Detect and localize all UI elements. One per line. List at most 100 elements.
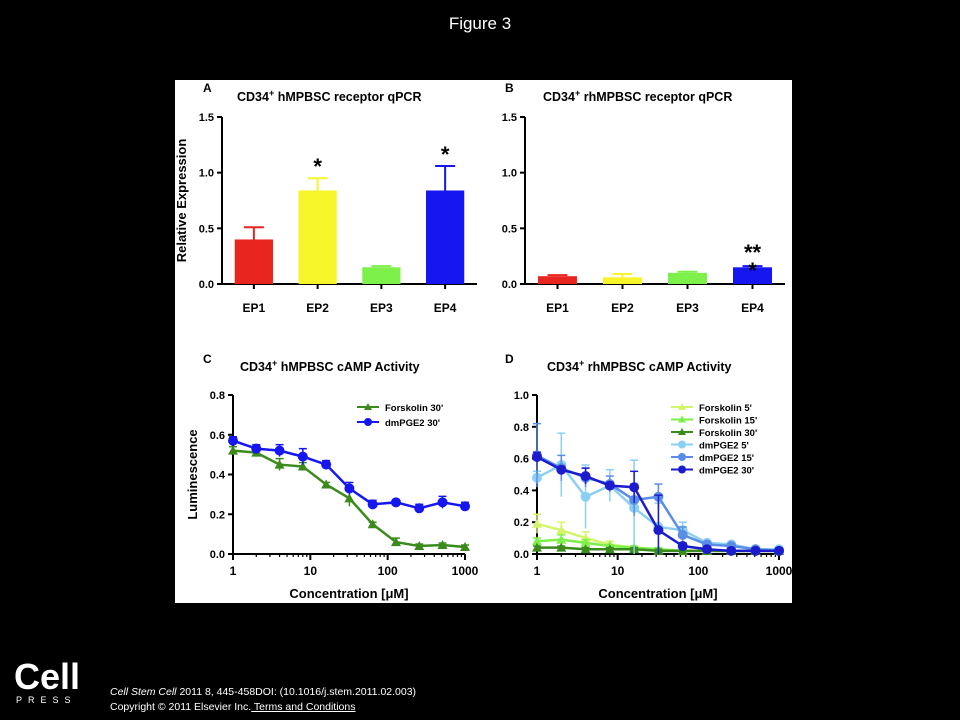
x-tick-label: EP4 <box>741 301 764 315</box>
significance-marker: * <box>313 154 322 179</box>
data-point <box>701 544 712 555</box>
legend-marker <box>364 418 372 426</box>
legend-marker <box>678 415 686 423</box>
y-tick-label: 0.0 <box>199 279 214 291</box>
figure-panel: A CD34+ hMPBSC receptor qPCR 0.0 0.5 1.0 1.5 R… <box>175 80 792 603</box>
data-point <box>532 542 542 552</box>
legend-marker <box>364 403 372 410</box>
data-point <box>321 459 332 470</box>
data-point <box>532 518 542 528</box>
y-tick-label: 1.5 <box>199 112 214 124</box>
data-point <box>532 452 542 463</box>
citation-details: 2011 8, 445-458DOI: (10.1016/j.stem.2011… <box>176 686 417 698</box>
citation-line: Cell Stem Cell 2011 8, 445-458DOI: (10.1… <box>110 685 416 700</box>
data-point <box>321 479 332 489</box>
y-tick-label: 1.5 <box>502 112 517 124</box>
y-tick-label: 0.6 <box>514 454 529 466</box>
legend: Forskolin 5' Forskolin 15'Forskolin 30' dm… <box>671 403 757 477</box>
y-tick-label: 0.2 <box>210 509 225 521</box>
y-axis-label: Luminescence <box>185 429 200 519</box>
legend-marker <box>678 440 686 449</box>
data-point <box>437 497 448 508</box>
data-point <box>297 461 308 471</box>
y-tick-label: 0.0 <box>514 549 529 561</box>
y-tick-label: 0.5 <box>502 223 517 235</box>
y-tick-label: 0.0 <box>210 549 225 561</box>
citation: Cell Stem Cell 2011 8, 445-458DOI: (10.1… <box>110 685 416 715</box>
data-point <box>774 545 784 556</box>
data-point <box>297 451 308 462</box>
data-point <box>367 519 378 529</box>
panel-letter: A <box>203 81 212 95</box>
x-tick-label: EP2 <box>611 301 634 315</box>
data-point <box>580 537 591 547</box>
data-point <box>228 445 238 455</box>
cell-press-logo: Cell PRESS <box>14 656 80 705</box>
data-point <box>604 544 615 554</box>
chart-title: CD34+ hMPBSC cAMP Activity <box>240 358 420 374</box>
data-point <box>580 544 591 554</box>
panel-letter: C <box>203 352 212 366</box>
x-axis-label: Concentration [μM] <box>289 586 408 601</box>
y-tick-label: 0.8 <box>210 390 225 402</box>
legend-label: dmPGE2 15' <box>699 453 754 464</box>
x-tick-label: 1000 <box>766 564 792 578</box>
data-point <box>414 503 425 514</box>
data-point <box>726 545 737 556</box>
y-tick-label: 0.6 <box>210 430 225 442</box>
x-axis-label: Concentration [μM] <box>598 586 717 601</box>
bar <box>668 272 707 284</box>
data-point <box>580 491 591 502</box>
bar <box>362 267 401 284</box>
x-tick-label: 100 <box>688 564 708 578</box>
data-point <box>629 482 640 493</box>
chart-panel-c: C CD34+ hMPBSC cAMP Activity 0.0 0.2 0.4 0.6 0… <box>185 352 479 601</box>
copyright-line: Copyright © 2011 Elsevier Inc. Terms and… <box>110 700 416 715</box>
x-tick-label: EP3 <box>676 301 699 315</box>
data-point <box>677 529 688 540</box>
data-point <box>460 542 470 552</box>
legend-label: Forskolin 5' <box>699 403 752 414</box>
data-point <box>367 499 378 510</box>
x-tick-label: 1000 <box>452 564 479 578</box>
figure-title: Figure 3 <box>448 14 512 33</box>
terms-link[interactable]: Terms and Conditions <box>251 701 356 713</box>
y-tick-label: 0.8 <box>514 422 529 434</box>
chart-title: CD34+ rhMPBSC cAMP Activity <box>547 358 732 374</box>
bar <box>538 276 577 284</box>
data-point <box>580 471 591 482</box>
data-point <box>274 459 285 469</box>
data-point <box>653 525 664 536</box>
chart-panel-d: D CD34+ rhMPBSC cAMP Activity 0.0 0.2 0.4 0.6… <box>505 352 792 601</box>
x-tick-label: 1 <box>534 564 541 578</box>
legend-label: Forskolin 15' <box>699 416 757 427</box>
data-point <box>750 545 761 556</box>
x-tick-label: 10 <box>304 564 318 578</box>
data-point <box>556 534 567 544</box>
data-point <box>344 493 355 503</box>
x-tick-label: EP1 <box>546 301 569 315</box>
bar <box>603 277 642 284</box>
x-tick-label: EP2 <box>306 301 329 315</box>
copyright-text: Copyright © 2011 Elsevier Inc. <box>110 701 252 713</box>
logo-subtext: PRESS <box>16 695 77 705</box>
y-tick-label: 0.4 <box>210 470 226 482</box>
x-tick-label: EP3 <box>370 301 393 315</box>
bar <box>234 239 273 284</box>
significance-marker: * <box>441 142 450 167</box>
figure-charts: A CD34+ hMPBSC receptor qPCR 0.0 0.5 1.0 1.5 R… <box>175 81 792 601</box>
legend: Forskolin 30' dmPGE2 30' <box>357 403 443 429</box>
y-tick-label: 1.0 <box>514 390 529 402</box>
legend-marker <box>678 428 686 435</box>
legend-label: dmPGE2 5' <box>699 441 749 452</box>
chart-panel-b: B CD34+ rhMPBSC receptor qPCR 0.0 0.5 1.0 1.5… <box>502 81 785 315</box>
y-axis-label: Relative Expression <box>175 139 189 263</box>
data-point <box>604 480 615 491</box>
bar <box>733 267 772 284</box>
x-tick-label: EP4 <box>434 301 457 315</box>
legend-label: Forskolin 30' <box>699 428 757 439</box>
data-point <box>556 525 567 535</box>
data-point <box>390 537 401 547</box>
data-point <box>414 541 425 551</box>
x-tick-label: 100 <box>378 564 398 578</box>
